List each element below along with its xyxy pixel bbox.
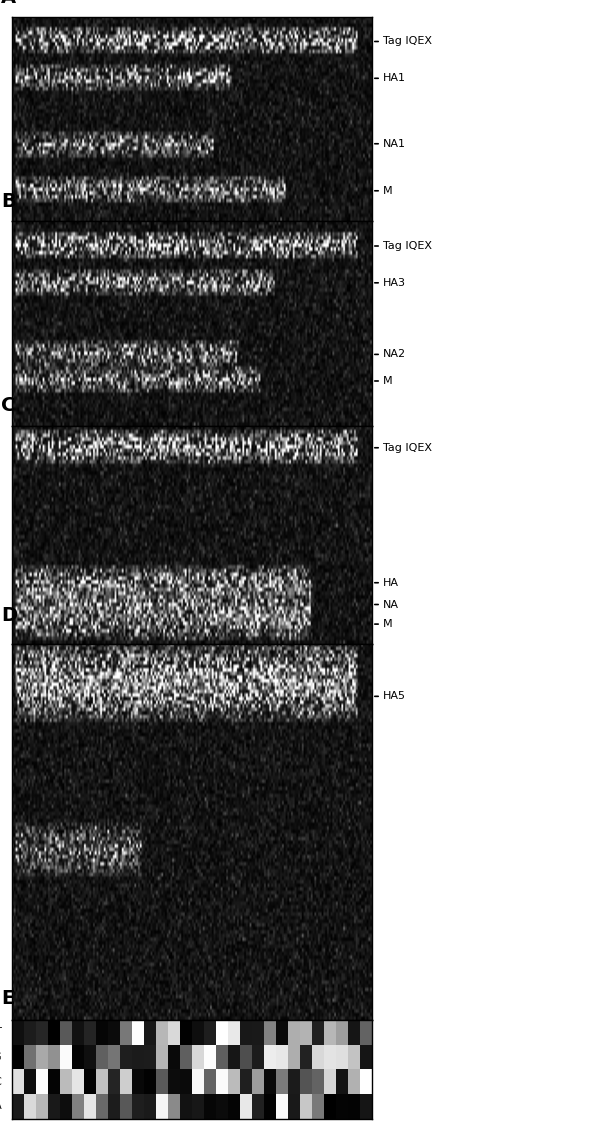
Text: B: B <box>1 192 16 211</box>
Text: Tag IQEX: Tag IQEX <box>383 36 432 46</box>
Text: M: M <box>383 376 392 386</box>
Text: NA2: NA2 <box>383 349 406 359</box>
Text: A: A <box>0 1102 1 1111</box>
Text: M: M <box>383 185 392 195</box>
Text: HA1: HA1 <box>383 73 406 84</box>
Text: Tag IQEX: Tag IQEX <box>383 241 432 251</box>
Text: C: C <box>1 397 16 415</box>
Text: E: E <box>1 989 14 1008</box>
Text: NA1: NA1 <box>383 139 406 149</box>
Text: Tag IQEX: Tag IQEX <box>383 443 432 453</box>
Text: T: T <box>0 1027 1 1037</box>
Text: G: G <box>0 1052 1 1062</box>
Text: A: A <box>1 0 16 7</box>
Text: NA: NA <box>383 600 399 609</box>
Text: HA5: HA5 <box>383 692 406 702</box>
Text: D: D <box>1 606 17 625</box>
Text: HA3: HA3 <box>383 278 406 288</box>
Text: M: M <box>383 619 392 629</box>
Text: HA: HA <box>383 577 399 588</box>
Text: C: C <box>0 1077 1 1087</box>
